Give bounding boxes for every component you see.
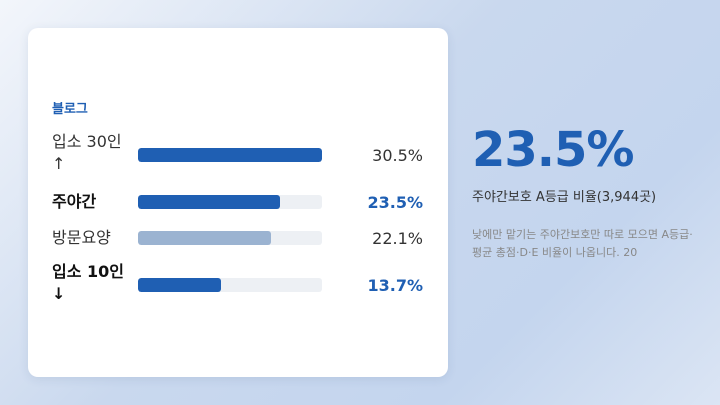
bar-value-label: 30.5% xyxy=(372,146,423,165)
bar xyxy=(138,231,271,245)
bar xyxy=(138,195,280,209)
bar-category-label: 방문요양 xyxy=(52,228,111,247)
bar-track xyxy=(138,278,322,292)
chart-card: 블로그 입소 30인↑ 30.5% 주야간 23.5% 방문요양 22.1% 입… xyxy=(28,28,448,377)
bar-track xyxy=(138,231,322,245)
bar xyxy=(138,278,221,292)
bar-category-label: 주야간 xyxy=(52,192,97,211)
bar-category-label: 입소 30인↑ xyxy=(52,132,122,173)
highlight-value: 23.5% xyxy=(472,122,635,178)
bar-value-label: 22.1% xyxy=(372,229,423,248)
bar-value-label: 23.5% xyxy=(367,193,423,212)
card-label: 블로그 xyxy=(52,102,88,117)
bar-category-label: 입소 10인↓ xyxy=(52,262,124,303)
highlight-note: 낮에만 맡기는 주야간보호만 따로 모으면 A등급·평균 총점·D·E 비율이 … xyxy=(472,228,693,259)
highlight-subtitle: 주야간보호 A등급 비율(3,944곳) xyxy=(472,190,657,205)
bar-track xyxy=(138,195,322,209)
bar-track xyxy=(138,148,322,162)
bar xyxy=(138,148,322,162)
bar-value-label: 13.7% xyxy=(367,276,423,295)
